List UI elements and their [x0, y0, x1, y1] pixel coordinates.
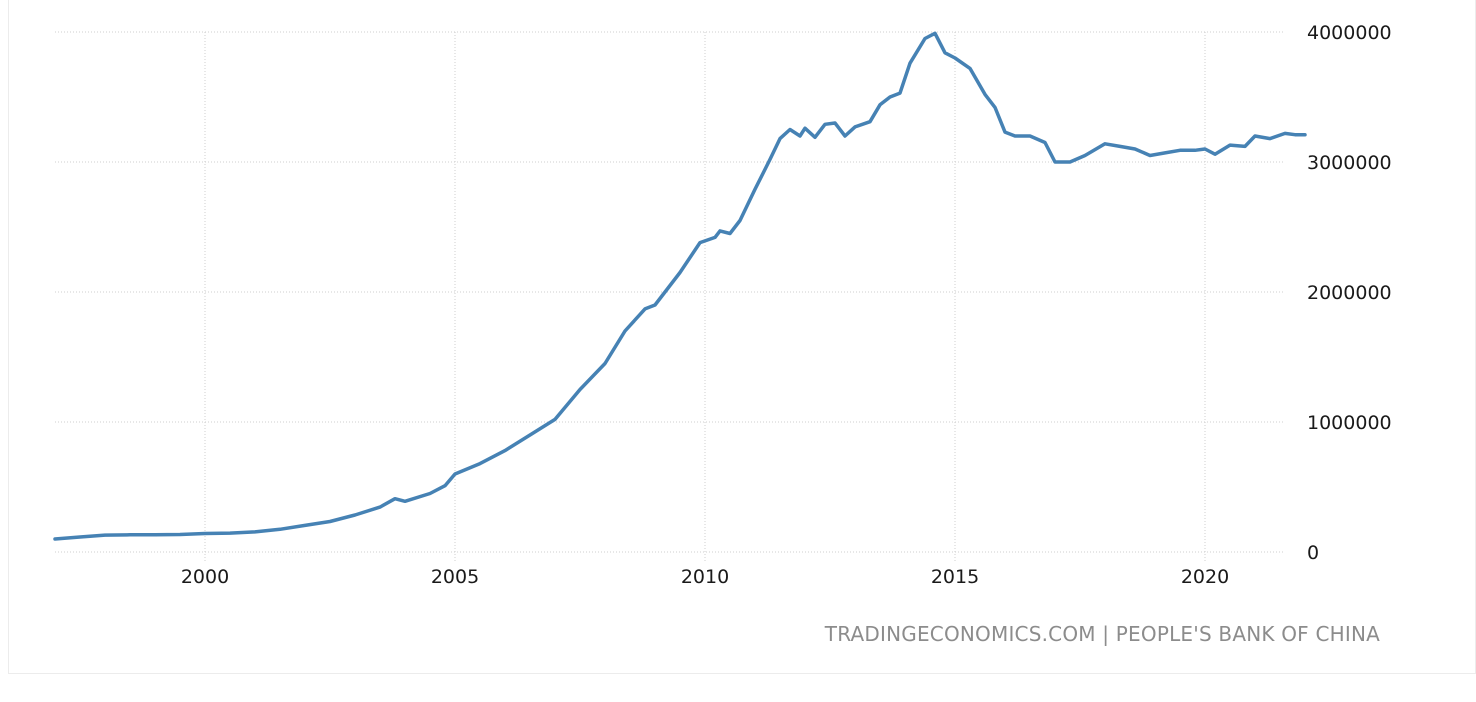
chart-panel — [8, 0, 1476, 674]
x-tick-label: 2000 — [181, 566, 229, 588]
x-tick-label: 2010 — [681, 566, 729, 588]
tick-labels: 0 1000000 2000000 3000000 4000000 2000 2005 201… — [181, 22, 1392, 588]
x-tick-label: 2020 — [1181, 566, 1229, 588]
y-tick-label: 2000000 — [1307, 282, 1392, 304]
series-line — [53, 31, 1307, 541]
y-tick-label: 3000000 — [1307, 152, 1392, 174]
y-tick-label: 1000000 — [1307, 412, 1392, 434]
y-tick-label: 0 — [1307, 542, 1319, 564]
x-tick-label: 2015 — [931, 566, 979, 588]
series-layer — [53, 31, 1307, 541]
x-tick-label: 2005 — [431, 566, 479, 588]
source-credit: TRADINGECONOMICS.COM | PEOPLE'S BANK OF … — [824, 622, 1380, 646]
y-tick-label: 4000000 — [1307, 22, 1392, 44]
grid — [55, 31, 1285, 562]
